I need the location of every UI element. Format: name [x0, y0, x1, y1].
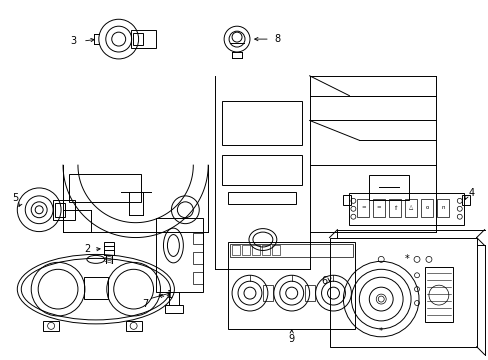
Bar — [388, 199, 400, 217]
Bar — [222, 100, 301, 145]
Bar — [53, 200, 75, 220]
Bar — [357, 199, 368, 217]
Bar — [103, 242, 114, 255]
Text: 1: 1 — [167, 290, 173, 300]
Bar — [263, 285, 272, 301]
Text: $\triangle$: $\triangle$ — [407, 203, 414, 212]
Bar — [304, 285, 314, 301]
Bar — [165, 305, 183, 313]
Bar — [420, 199, 432, 217]
Bar — [436, 199, 448, 217]
Bar — [230, 243, 353, 257]
Bar — [222, 155, 301, 185]
Text: 9: 9 — [288, 334, 294, 344]
Text: o: o — [425, 205, 428, 210]
Bar — [193, 272, 203, 284]
Bar — [227, 192, 295, 204]
Bar — [43, 321, 59, 331]
Text: 3: 3 — [70, 36, 76, 46]
Bar — [132, 33, 142, 45]
Bar — [251, 246, 260, 255]
Bar — [155, 218, 203, 292]
Text: 2: 2 — [83, 244, 90, 255]
Bar — [329, 238, 476, 347]
Text: n: n — [440, 205, 444, 210]
Bar — [372, 199, 385, 217]
Bar — [349, 193, 463, 225]
Bar — [404, 199, 416, 217]
Text: 6: 6 — [321, 276, 327, 286]
Bar — [193, 252, 203, 264]
Bar — [232, 246, 240, 255]
Text: =: = — [376, 205, 381, 210]
Bar — [125, 321, 142, 331]
Text: 8: 8 — [274, 34, 280, 44]
Bar — [84, 277, 107, 299]
Bar — [424, 267, 452, 322]
Bar — [262, 246, 269, 255]
Bar — [461, 195, 469, 205]
Bar — [193, 233, 203, 244]
Bar — [271, 246, 279, 255]
Text: *: * — [404, 255, 408, 264]
Text: 4: 4 — [468, 188, 474, 198]
Bar — [242, 246, 249, 255]
Bar — [55, 203, 65, 217]
Bar — [227, 242, 355, 329]
Text: *: * — [378, 327, 383, 336]
Text: =: = — [360, 205, 365, 210]
Bar — [130, 30, 155, 48]
Bar — [368, 175, 408, 200]
Bar — [343, 195, 351, 205]
Text: 5: 5 — [12, 193, 19, 203]
Text: 7: 7 — [142, 299, 148, 309]
Bar — [69, 174, 141, 202]
Text: $\Uparrow$: $\Uparrow$ — [391, 203, 398, 212]
